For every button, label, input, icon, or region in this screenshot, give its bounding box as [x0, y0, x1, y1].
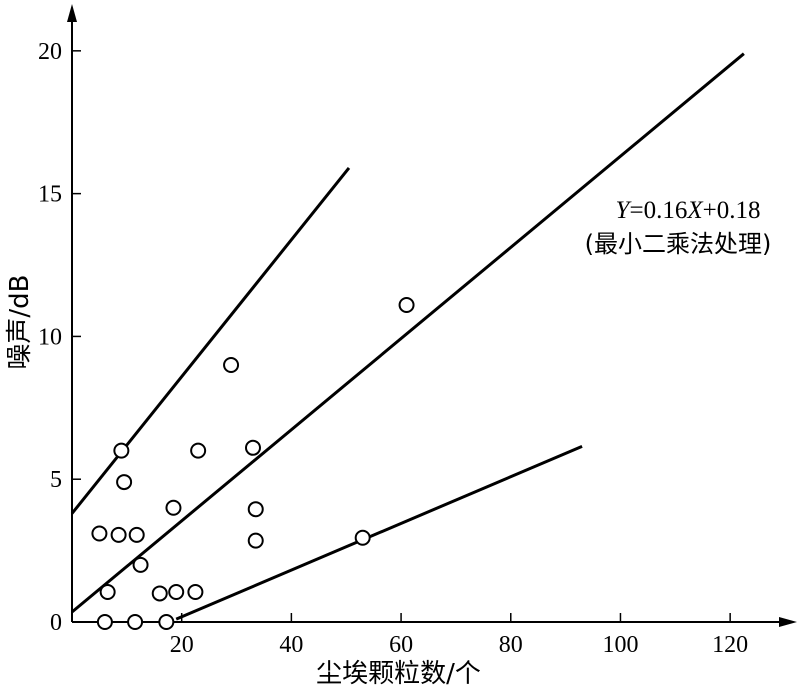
trend-line-upper-bound	[70, 166, 351, 515]
data-point	[91, 525, 108, 542]
data-point	[223, 356, 240, 373]
data-point	[113, 442, 130, 459]
data-point	[244, 439, 261, 456]
data-point	[110, 526, 127, 543]
data-point	[158, 614, 175, 630]
x-tick-label: 100	[602, 632, 638, 658]
x-tick-label: 20	[170, 632, 194, 658]
data-points	[91, 297, 415, 630]
x-tick-label: 80	[499, 632, 523, 658]
data-point	[116, 474, 133, 491]
trend-lines	[70, 52, 745, 621]
data-point	[247, 532, 264, 549]
regression-equation: Y=0.16X+0.18	[616, 197, 761, 224]
trend-line-lower-bound	[175, 444, 583, 621]
x-tick-label: 40	[279, 632, 303, 658]
data-point	[132, 556, 149, 573]
data-point	[190, 442, 207, 459]
y-tick-label: 10	[38, 324, 62, 350]
data-point	[151, 585, 168, 602]
data-point	[398, 297, 415, 314]
regression-method-note: (最小二乘法处理)	[585, 230, 772, 258]
y-tick-label: 0	[50, 610, 62, 636]
data-point	[187, 584, 204, 601]
y-tick-label: 5	[50, 467, 62, 493]
y-axis-title: 噪声/dB	[5, 275, 35, 370]
data-point	[165, 499, 182, 516]
y-tick-label: 15	[38, 182, 62, 208]
x-tick-label: 60	[389, 632, 413, 658]
data-point	[127, 614, 144, 630]
data-point	[168, 584, 185, 601]
y-axis-arrow	[67, 4, 77, 22]
trend-line-fit	[71, 52, 745, 614]
x-tick-label: 120	[712, 632, 748, 658]
data-point	[128, 526, 145, 543]
x-axis-arrow	[779, 617, 797, 627]
data-point	[96, 614, 113, 630]
data-point	[354, 529, 371, 546]
data-point	[247, 501, 264, 518]
axes: 0 5 10 15 20 20 40 60 80 100 120	[38, 4, 797, 658]
data-point	[99, 584, 116, 601]
x-axis-title: 尘埃颗粒数/个	[316, 659, 481, 689]
y-tick-label: 20	[38, 39, 62, 65]
